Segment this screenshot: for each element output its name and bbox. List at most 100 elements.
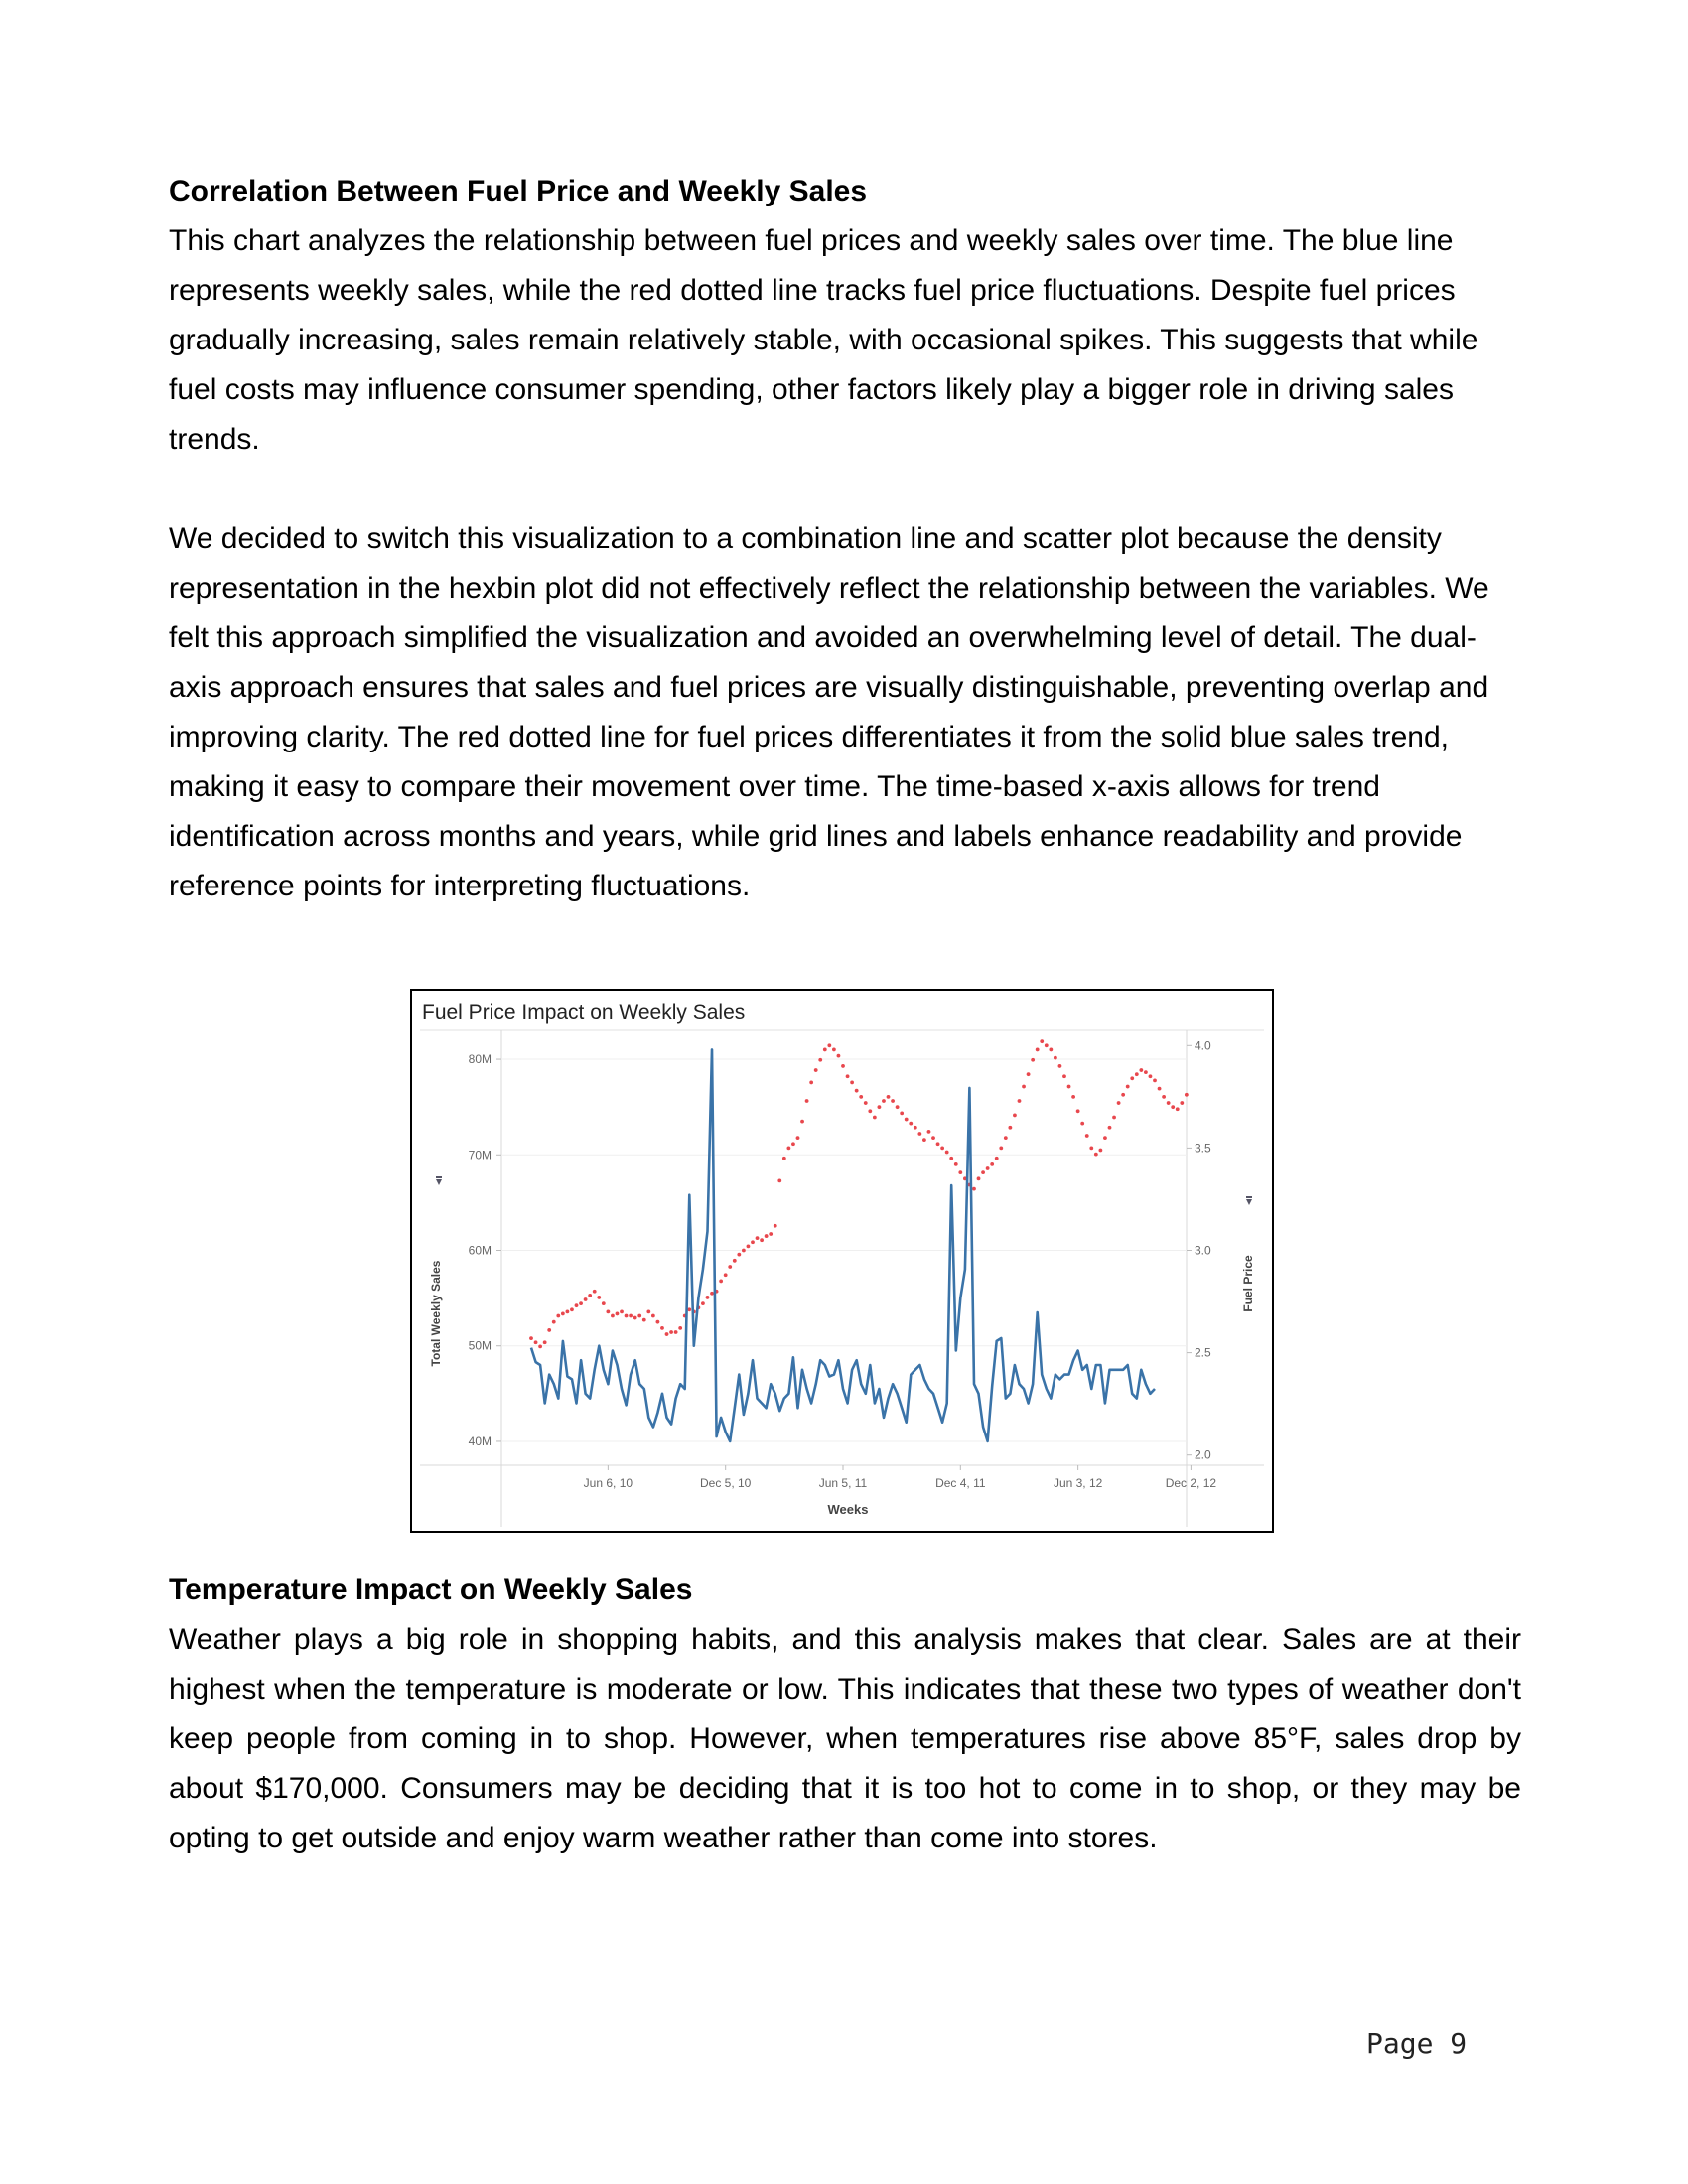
fuel-price-point — [579, 1301, 583, 1306]
fuel-price-point — [629, 1313, 633, 1318]
page-number: Page 9 — [1366, 2027, 1468, 2060]
fuel-price-point — [1166, 1101, 1171, 1105]
fuel-price-point — [755, 1236, 760, 1241]
fuel-price-point — [583, 1297, 588, 1301]
fuel-price-point — [895, 1105, 900, 1110]
fuel-price-point — [669, 1330, 673, 1334]
fuel-price-point — [868, 1109, 873, 1114]
fuel-price-point — [809, 1080, 814, 1085]
fuel-price-point — [1107, 1125, 1112, 1130]
x-tick-label: Jun 6, 10 — [584, 1476, 633, 1490]
fuel-price-point — [1040, 1039, 1045, 1044]
fuel-price-point — [990, 1162, 995, 1166]
fuel-price-point — [800, 1119, 804, 1124]
fuel-price-point — [574, 1303, 579, 1308]
fuel-price-point — [592, 1289, 597, 1294]
fuel-price-point — [931, 1136, 935, 1140]
fuel-price-point — [597, 1296, 602, 1299]
fuel-price-point — [1098, 1148, 1103, 1153]
fuel-price-point — [1116, 1101, 1121, 1105]
fuel-price-point — [1075, 1109, 1080, 1114]
fuel-price-point — [1093, 1152, 1098, 1157]
x-tick-label: Dec 4, 11 — [935, 1476, 986, 1490]
fuel-price-point — [827, 1043, 832, 1048]
y-right-tick-label: 3.5 — [1195, 1141, 1211, 1155]
fuel-price-point — [1062, 1074, 1066, 1079]
y-axis-left-sort-icon[interactable] — [436, 1176, 442, 1185]
x-tick-label: Jun 3, 12 — [1054, 1476, 1103, 1490]
fuel-price-point — [1139, 1068, 1144, 1072]
y-axis-right-sort-icon[interactable] — [1246, 1196, 1252, 1205]
fuel-price-point — [588, 1293, 593, 1297]
fuel-price-point — [1035, 1047, 1040, 1052]
fuel-price-point — [701, 1301, 705, 1306]
fuel-price-point — [859, 1094, 864, 1099]
fuel-price-point — [633, 1315, 637, 1320]
fuel-price-point — [1031, 1057, 1036, 1062]
fuel-price-point — [909, 1121, 914, 1126]
fuel-price-point — [944, 1150, 949, 1155]
section-temperature: Temperature Impact on Weekly Sales Weath… — [169, 1566, 1521, 1863]
fuel-price-point — [1017, 1099, 1022, 1103]
fuel-price-point — [719, 1279, 724, 1284]
x-tick-label: Dec 5, 10 — [700, 1476, 752, 1490]
fuel-price-point — [538, 1344, 543, 1349]
fuel-price-point — [1089, 1146, 1094, 1151]
fuel-price-point — [560, 1311, 565, 1316]
fuel-price-point — [1008, 1125, 1013, 1130]
fuel-price-point — [1103, 1136, 1107, 1140]
weekly-sales-series — [529, 1048, 1156, 1443]
fuel-price-point — [850, 1080, 855, 1085]
y-right-tick-label: 3.0 — [1195, 1244, 1211, 1258]
fuel-price-point — [624, 1313, 629, 1318]
y-right-tick-label: 2.0 — [1195, 1448, 1211, 1462]
fuel-price-point — [958, 1170, 963, 1175]
weekly-sales-line — [529, 1048, 1156, 1443]
fuel-price-point — [664, 1332, 669, 1336]
section-correlation: Correlation Between Fuel Price and Weekl… — [169, 167, 1521, 911]
paragraph-chart-description: This chart analyzes the relationship bet… — [169, 224, 1478, 456]
fuel-price-point — [836, 1053, 841, 1058]
fuel-price-point — [1184, 1092, 1189, 1097]
paragraph-temperature: Weather plays a big role in shopping hab… — [169, 1623, 1521, 1854]
fuel-price-point — [872, 1115, 877, 1120]
fuel-price-point — [710, 1291, 714, 1296]
fuel-price-point — [620, 1309, 624, 1314]
fuel-price-point — [1143, 1070, 1148, 1075]
fuel-price-point — [660, 1325, 664, 1330]
section-heading-temperature: Temperature Impact on Weekly Sales — [169, 1573, 693, 1606]
fuel-price-point — [962, 1176, 967, 1181]
fuel-price-point — [1026, 1072, 1031, 1077]
fuel-price-point — [705, 1296, 710, 1299]
fuel-price-point — [791, 1142, 795, 1147]
fuel-price-point — [935, 1142, 940, 1147]
fuel-price-chart: Fuel Price Impact on Weekly Sales 40M 50M… — [410, 989, 1274, 1533]
fuel-price-point — [760, 1238, 764, 1243]
fuel-price-point — [737, 1252, 742, 1257]
fuel-price-point — [845, 1074, 850, 1079]
paragraph-visualization-rationale: We decided to switch this visualization … — [169, 522, 1489, 902]
fuel-price-point — [556, 1313, 561, 1318]
fuel-price-point — [1049, 1047, 1054, 1052]
fuel-price-point — [1044, 1043, 1049, 1048]
fuel-price-point — [972, 1186, 976, 1191]
fuel-price-point — [1071, 1094, 1075, 1099]
y-left-tick-label: 50M — [469, 1339, 492, 1353]
fuel-price-point — [813, 1068, 818, 1072]
fuel-price-point — [913, 1125, 917, 1130]
fuel-price-point — [818, 1057, 823, 1062]
fuel-price-point — [723, 1273, 728, 1278]
fuel-price-point — [777, 1178, 782, 1183]
fuel-price-point — [994, 1156, 999, 1160]
chart-grid — [420, 1029, 1264, 1527]
fuel-price-point — [641, 1317, 646, 1322]
fuel-price-point — [728, 1265, 733, 1269]
chart-title: Fuel Price Impact on Weekly Sales — [422, 1001, 745, 1024]
fuel-price-point — [922, 1138, 926, 1143]
fuel-price-point — [981, 1170, 985, 1175]
fuel-price-point — [615, 1311, 620, 1316]
fuel-price-point — [529, 1336, 533, 1341]
y-left-tick-label: 60M — [469, 1244, 492, 1258]
fuel-price-point — [1013, 1113, 1017, 1118]
y-axis-left-title: Total Weekly Sales — [429, 1260, 443, 1366]
